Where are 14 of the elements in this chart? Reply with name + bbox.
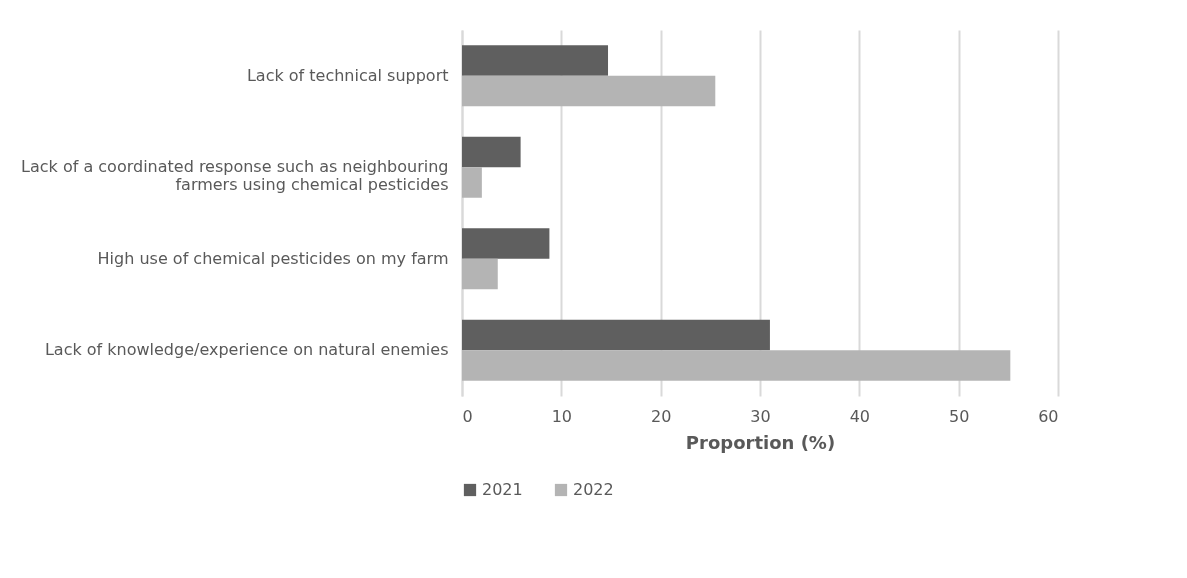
x-tick-label: 40 — [849, 406, 871, 426]
y-tick-label: Lack of knowledge/experience on natural enemies — [44, 340, 449, 360]
y-tick-label: Lack of technical support — [246, 65, 449, 85]
x-tick-label: 0 — [462, 406, 473, 426]
x-tick-label: 50 — [948, 406, 970, 426]
x-tick-label: 10 — [551, 406, 573, 426]
x-axis-title: Proportion (%) — [685, 431, 836, 453]
x-tick-label: 30 — [750, 406, 771, 426]
y-tick-label: Lack of a coordinated response such as neighbouring farmers using chemical pesticides — [21, 157, 449, 195]
legend-label: 2022 — [573, 480, 614, 499]
x-tick-label: 20 — [650, 406, 672, 426]
x-tick-label: 60 — [1038, 406, 1059, 426]
y-tick-label: High use of chemical pesticides on my farm — [97, 248, 449, 268]
legend-label: 2021 — [482, 480, 523, 499]
